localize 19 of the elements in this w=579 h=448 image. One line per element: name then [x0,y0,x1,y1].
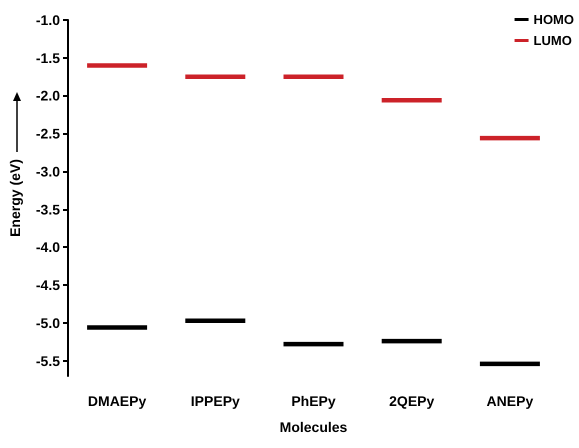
y-axis-title: Energy (eV) [7,159,23,237]
y-tick-label: -3.0 [36,163,60,180]
x-axis-title: Molecules [280,419,348,435]
y-tick-label: -2.0 [36,88,60,104]
y-tick-label: -2.5 [36,126,60,142]
y-tick-label: -5.0 [36,314,60,331]
y-tick-label: -1.0 [36,12,60,28]
y-tick-label: -1.5 [36,50,60,66]
y-tick-label: -4.5 [36,277,60,294]
x-tick-label: PhEPy [291,393,336,409]
x-tick-label: IPPEPy [190,393,240,409]
x-tick-label: 2QEPy [389,393,434,409]
y-tick-label: -4.0 [36,239,60,256]
legend-label: HOMO [534,12,574,27]
x-tick-label: ANEPy [486,393,534,409]
legend-label: LUMO [534,33,572,48]
x-tick-label: DMAEPy [88,393,146,409]
y-tick-label: -5.5 [36,352,60,369]
y-tick-label: -3.5 [36,201,60,218]
